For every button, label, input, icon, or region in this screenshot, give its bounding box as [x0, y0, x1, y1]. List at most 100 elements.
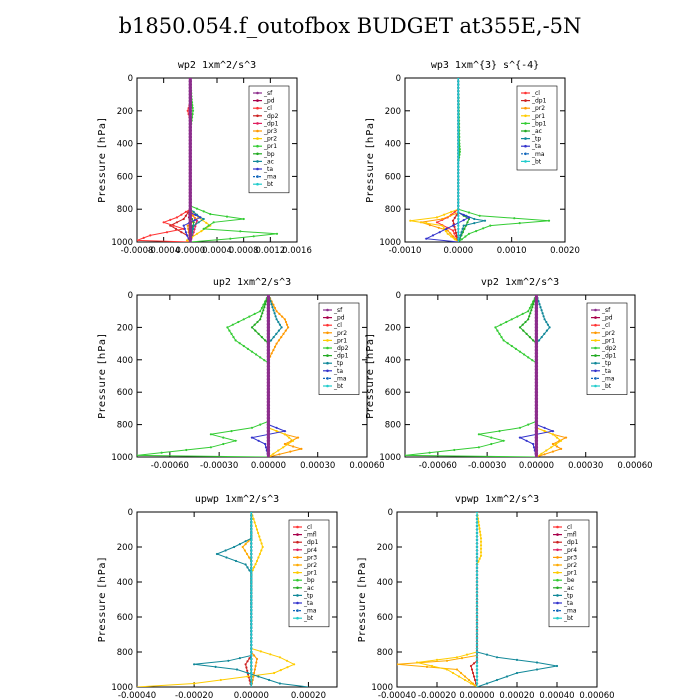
data-point [479, 554, 483, 557]
data-point [525, 439, 528, 442]
data-point [263, 306, 266, 309]
data-point [475, 517, 479, 521]
data-point [475, 626, 479, 629]
legend-label: _ma [303, 608, 317, 615]
data-point [548, 326, 551, 329]
data-point [272, 349, 275, 352]
data-point [250, 668, 253, 671]
data-point [534, 419, 539, 424]
data-point [251, 569, 254, 572]
data-point [525, 332, 528, 335]
data-point [534, 309, 539, 313]
data-point [250, 640, 253, 643]
data-point [188, 158, 192, 162]
data-point [459, 234, 462, 237]
data-point [266, 341, 271, 346]
legend-marker [256, 152, 259, 156]
legend-label: _tp [601, 360, 611, 367]
x-tick-label: -0.00060 [419, 461, 457, 471]
legend-label: _pr1 [333, 337, 347, 344]
legend-label: _mfl [303, 532, 317, 539]
data-point [495, 678, 499, 682]
data-point [475, 538, 479, 542]
data-point [188, 99, 192, 103]
data-point [266, 452, 271, 456]
data-point [250, 682, 253, 685]
data-point [534, 361, 539, 365]
data-point [534, 452, 539, 456]
data-point [531, 306, 534, 309]
data-point [266, 371, 271, 375]
data-point [275, 318, 278, 321]
data-point [534, 351, 539, 355]
data-point [479, 551, 483, 554]
data-point [188, 181, 192, 185]
data-point [188, 220, 192, 224]
x-tick-label: -0.0008 [121, 246, 154, 256]
legend: _sf_pd_cl_pr2_pr1_dp2_dp1_tp_ta_ma_bt [586, 302, 628, 395]
y-tick-label: 800 [117, 205, 133, 215]
data-point [266, 303, 271, 307]
data-point [266, 380, 271, 385]
y-tick-label: 600 [117, 172, 133, 182]
data-point [183, 227, 186, 230]
data-point [534, 306, 539, 310]
y-axis-label: Pressure [hPa] [97, 333, 108, 419]
legend-marker [594, 339, 597, 342]
data-point [475, 542, 479, 545]
data-point [490, 442, 493, 446]
data-point [475, 664, 479, 668]
y-tick-label: 800 [385, 205, 401, 215]
legend-label: _cl [531, 90, 540, 97]
data-point [269, 653, 272, 656]
data-point [502, 339, 505, 342]
legend-label: _cl [601, 322, 610, 329]
data-point [457, 80, 460, 83]
x-tick-label: -0.0004 [147, 246, 180, 256]
legend-marker [256, 182, 259, 186]
y-tick-label: 200 [385, 107, 401, 117]
legend-label: _ta [303, 600, 313, 607]
legend-label: _ac [531, 128, 542, 135]
data-point [483, 219, 487, 222]
data-point [457, 149, 460, 152]
legend-label: _pr2 [563, 562, 577, 569]
data-point [188, 164, 192, 169]
data-point [261, 312, 264, 315]
data-point [248, 315, 251, 318]
data-point [202, 210, 205, 213]
series-group [409, 78, 551, 242]
data-point [489, 224, 492, 227]
data-point [253, 323, 256, 326]
data-point [479, 544, 483, 547]
data-point [457, 126, 460, 129]
legend: _sf_pd_cl_dp2_dp1_pr3_pr2_pr1_bp_ac_ta_m… [248, 85, 290, 194]
data-point [475, 612, 479, 615]
legend-marker [556, 533, 559, 536]
data-point [191, 227, 195, 230]
legend-label: _sf [333, 307, 343, 314]
legend-marker [556, 601, 559, 605]
data-point [184, 231, 187, 234]
data-point [475, 682, 479, 685]
data-point [539, 306, 542, 309]
legend-marker [256, 137, 259, 140]
legend-label: _pr1 [531, 113, 545, 120]
panel-title: wp2 1xm^2/s^3 [178, 60, 256, 71]
data-point [175, 216, 179, 219]
x-tick-label: 0.0010 [497, 246, 527, 256]
data-point [453, 238, 456, 241]
data-point [264, 303, 267, 306]
data-point [285, 659, 289, 662]
data-point [475, 545, 479, 549]
data-point [555, 445, 559, 448]
data-point [250, 521, 253, 524]
data-point [457, 195, 460, 198]
x-tick-label: 0.00060 [349, 461, 384, 471]
data-point [505, 675, 509, 678]
x-tick-label: -0.00040 [378, 691, 416, 700]
data-point [457, 231, 460, 234]
legend-box [548, 519, 590, 628]
data-point [457, 113, 460, 116]
legend-label: _ac [563, 585, 574, 592]
